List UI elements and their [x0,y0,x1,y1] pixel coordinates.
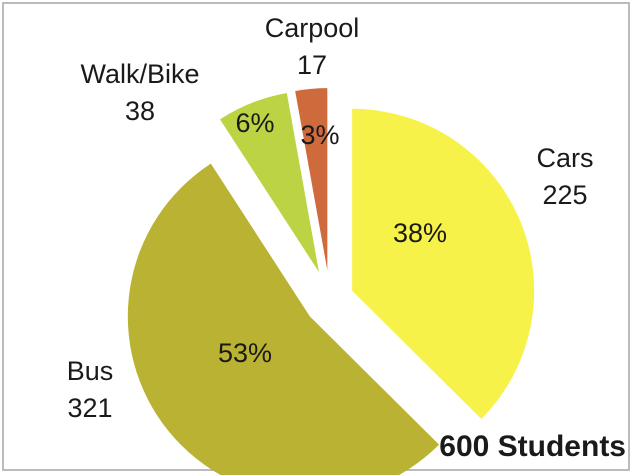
slice-name: Carpool [265,13,360,43]
slice-count: 17 [297,50,327,80]
slice-percent: 3% [300,120,339,150]
pie-slice [219,92,319,273]
pie-slice [352,108,535,419]
slice-name: Cars [536,143,593,173]
slice-percent: 38% [393,218,447,248]
slice-count: 38 [125,96,155,126]
slice-count: 321 [67,393,112,423]
slice-count: 225 [542,180,587,210]
slice-name: Bus [67,356,114,386]
slice-percent: 53% [218,338,272,368]
slice-name: Walk/Bike [80,59,199,89]
pie-slice [295,88,328,271]
annotation: 600 Students [439,430,626,463]
slice-percent: 6% [235,108,274,138]
pie-slice [127,163,440,475]
